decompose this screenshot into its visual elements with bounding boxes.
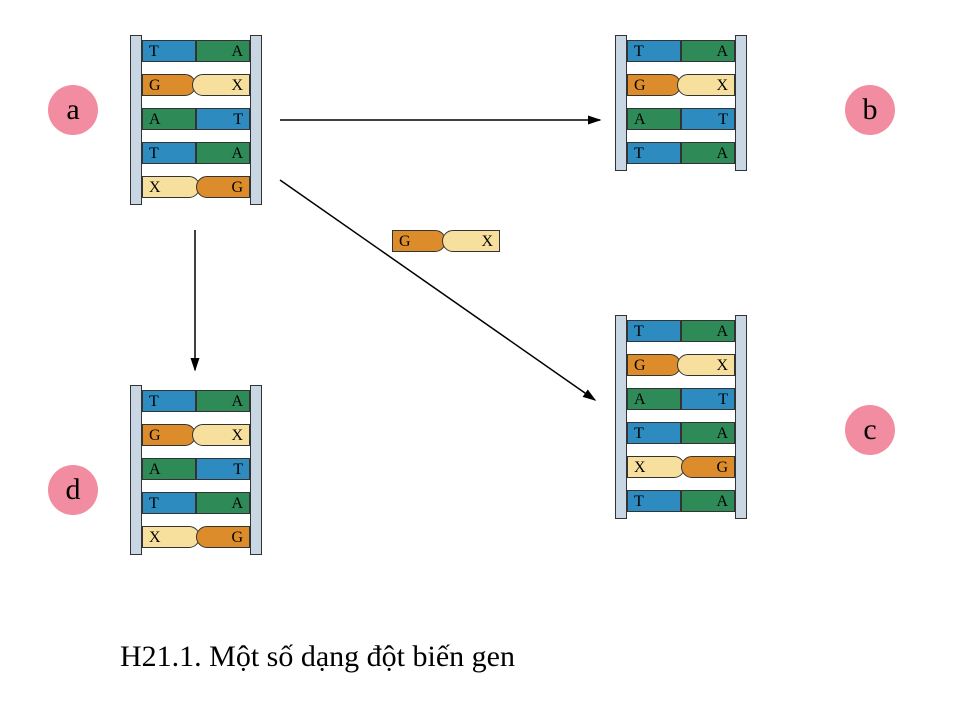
label-c: c — [845, 405, 895, 455]
base-pair: XG — [627, 456, 735, 478]
base-pair: TA — [627, 422, 735, 444]
base-left: A — [627, 388, 681, 410]
backbone-right — [250, 385, 262, 555]
base-right: T — [196, 108, 250, 130]
base-pair: TA — [142, 142, 250, 164]
base-right: A — [196, 40, 250, 62]
base-right: T — [681, 388, 735, 410]
backbone-left — [615, 35, 627, 171]
base-pair: GX — [142, 74, 250, 96]
backbone-right — [735, 315, 747, 519]
base-right: A — [196, 390, 250, 412]
base-right: A — [681, 142, 735, 164]
base-left: X — [142, 176, 200, 198]
base-right: G — [196, 176, 250, 198]
base-pair: TA — [627, 320, 735, 342]
base-right: X — [442, 230, 500, 252]
base-right: A — [196, 492, 250, 514]
base-left: G — [627, 354, 681, 376]
label-a: a — [48, 85, 98, 135]
base-pair: AT — [627, 388, 735, 410]
base-pair: XG — [142, 526, 250, 548]
base-left: T — [627, 490, 681, 512]
base-right: A — [681, 320, 735, 342]
base-left: T — [627, 40, 681, 62]
base-left: T — [142, 390, 196, 412]
base-left: G — [142, 74, 196, 96]
backbone-right — [735, 35, 747, 171]
base-pair: XG — [142, 176, 250, 198]
backbone-left — [130, 385, 142, 555]
base-pair: TA — [627, 490, 735, 512]
base-right: A — [681, 40, 735, 62]
base-right: X — [192, 424, 250, 446]
base-pair: TA — [142, 492, 250, 514]
base-pair: GX — [627, 354, 735, 376]
label-b: b — [845, 85, 895, 135]
base-right: T — [681, 108, 735, 130]
base-right: G — [196, 526, 250, 548]
base-left: A — [142, 458, 196, 480]
base-left: T — [142, 492, 196, 514]
base-right: G — [681, 456, 735, 478]
base-right: A — [681, 490, 735, 512]
base-left: T — [627, 320, 681, 342]
base-right: X — [677, 354, 735, 376]
base-right: X — [192, 74, 250, 96]
base-pair: AT — [627, 108, 735, 130]
base-pair: TA — [142, 390, 250, 412]
base-left: G — [142, 424, 196, 446]
backbone-left — [130, 35, 142, 205]
base-pair: AT — [142, 458, 250, 480]
base-left: A — [142, 108, 196, 130]
base-left: T — [142, 40, 196, 62]
base-left: X — [142, 526, 200, 548]
figure-caption: H21.1. Một số dạng đột biến gen — [120, 640, 515, 674]
base-left: G — [392, 230, 446, 252]
base-right: A — [196, 142, 250, 164]
base-pair: GX — [142, 424, 250, 446]
base-left: T — [627, 142, 681, 164]
base-right: T — [196, 458, 250, 480]
base-pair: AT — [142, 108, 250, 130]
base-left: G — [627, 74, 681, 96]
base-pair: GX — [627, 74, 735, 96]
base-pair: TA — [142, 40, 250, 62]
base-right: X — [677, 74, 735, 96]
base-left: A — [627, 108, 681, 130]
base-pair: TA — [627, 142, 735, 164]
base-right: A — [681, 422, 735, 444]
backbone-right — [250, 35, 262, 205]
label-d: d — [48, 465, 98, 515]
base-left: X — [627, 456, 685, 478]
base-left: T — [627, 422, 681, 444]
base-pair: TA — [627, 40, 735, 62]
base-left: T — [142, 142, 196, 164]
base-pair: GX — [392, 230, 500, 252]
backbone-left — [615, 315, 627, 519]
